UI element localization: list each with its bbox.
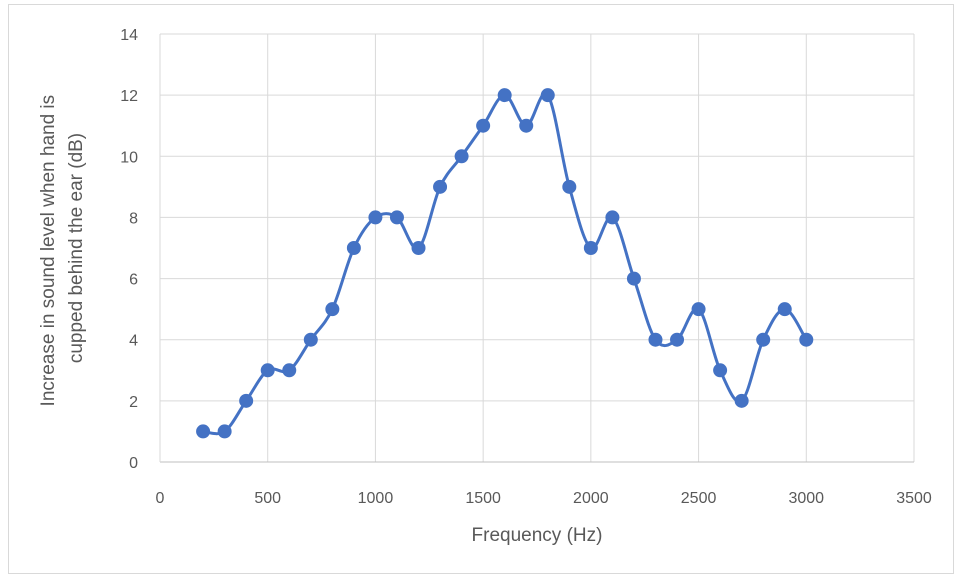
data-point bbox=[648, 332, 663, 347]
y-tick-label: 4 bbox=[129, 333, 138, 350]
y-tick-label: 8 bbox=[129, 210, 138, 227]
series-line bbox=[202, 92, 808, 436]
data-point bbox=[562, 179, 577, 194]
y-tick-label: 14 bbox=[120, 27, 138, 44]
x-tick-label: 2500 bbox=[681, 490, 717, 507]
data-point bbox=[239, 393, 254, 408]
data-point bbox=[368, 210, 383, 225]
data-point bbox=[777, 302, 792, 317]
data-point bbox=[540, 88, 555, 103]
x-tick-label: 2000 bbox=[573, 490, 609, 507]
data-point bbox=[303, 332, 318, 347]
y-tick-label: 12 bbox=[120, 88, 138, 105]
data-point bbox=[626, 271, 641, 286]
data-point bbox=[670, 332, 685, 347]
y-tick-label: 6 bbox=[129, 272, 138, 289]
x-tick-label: 3500 bbox=[896, 490, 932, 507]
data-point bbox=[756, 332, 771, 347]
x-tick-label: 1500 bbox=[465, 490, 501, 507]
data-point bbox=[734, 393, 749, 408]
y-axis-title: Increase in sound level when hand is cup… bbox=[38, 90, 87, 407]
data-point bbox=[497, 88, 512, 103]
axes bbox=[159, 34, 914, 463]
series-group bbox=[196, 88, 814, 439]
data-point bbox=[389, 210, 404, 225]
chart-frame bbox=[8, 4, 954, 574]
data-point bbox=[282, 363, 297, 378]
y-tick-label: 0 bbox=[129, 455, 138, 472]
x-tick-label: 3000 bbox=[788, 490, 824, 507]
data-point bbox=[217, 424, 232, 439]
y-tick-label: 2 bbox=[129, 394, 138, 411]
x-tick-label: 500 bbox=[254, 490, 281, 507]
y-tick-label: 10 bbox=[120, 149, 138, 166]
data-point bbox=[691, 302, 706, 317]
data-point bbox=[454, 149, 469, 164]
x-axis-title: Frequency (Hz) bbox=[472, 525, 603, 546]
x-tick-label: 0 bbox=[156, 490, 165, 507]
data-point bbox=[325, 302, 340, 317]
x-tick-labels: 0 500 1000 1500 2000 2500 3000 3500 bbox=[156, 490, 932, 507]
data-point bbox=[799, 332, 814, 347]
data-point bbox=[519, 118, 534, 133]
data-point bbox=[411, 241, 426, 255]
data-point bbox=[260, 363, 275, 378]
data-point bbox=[605, 210, 620, 225]
y-axis-title-line-2: cupped behind the ear (dB) bbox=[66, 133, 87, 363]
y-tick-labels: 0 2 4 6 8 10 12 14 bbox=[120, 27, 138, 472]
x-tick-label: 1000 bbox=[358, 490, 394, 507]
data-point bbox=[196, 424, 211, 439]
data-point bbox=[433, 179, 448, 194]
data-point bbox=[583, 241, 598, 255]
data-point bbox=[713, 363, 728, 378]
y-axis-title-line-1: Increase in sound level when hand is bbox=[38, 95, 59, 407]
data-point bbox=[476, 118, 491, 133]
data-point bbox=[346, 241, 361, 255]
gridlines bbox=[160, 33, 915, 462]
